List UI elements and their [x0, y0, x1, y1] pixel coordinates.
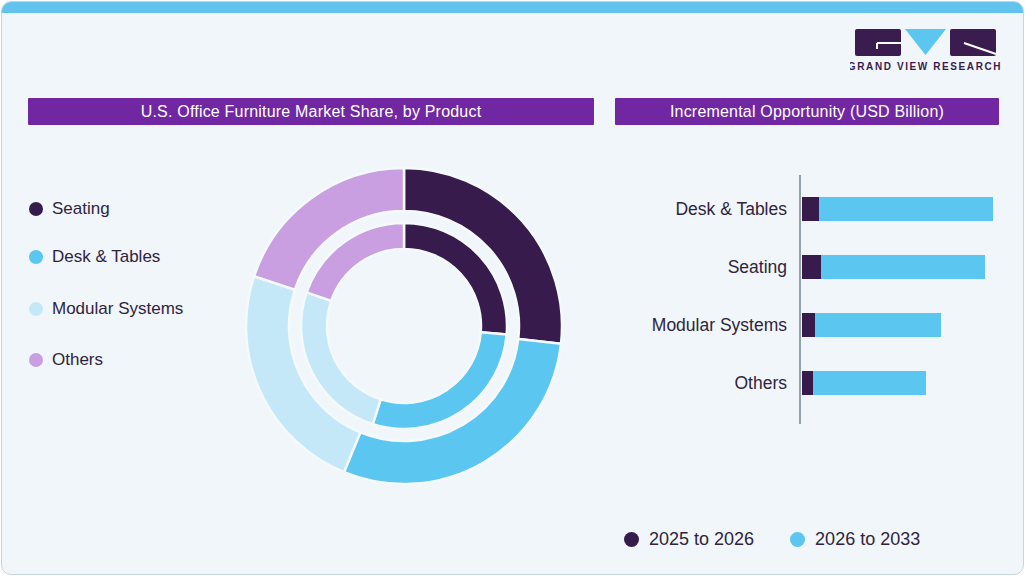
legend-swatch [29, 250, 43, 264]
legend-item-desk-tables: Desk & Tables [29, 245, 160, 269]
infographic-card: GRAND VIEW RESEARCH U.S. Office Furnitur… [1, 1, 1024, 575]
bar-legend-label: 2026 to 2033 [815, 529, 920, 550]
bar-segment-2026-to-2033 [821, 255, 985, 279]
legend-item-seating: Seating [29, 197, 110, 221]
legend-swatch [29, 202, 43, 216]
bar-category-label: Modular Systems [577, 313, 787, 337]
bar-row-seating [802, 255, 985, 279]
legend-swatch [29, 353, 43, 367]
bar-segment-2026-to-2033 [815, 313, 941, 337]
infographic-canvas: GRAND VIEW RESEARCH U.S. Office Furnitur… [0, 0, 1025, 577]
market-share-donut-chart [242, 164, 566, 488]
bar-row-modular-systems [802, 313, 941, 337]
bar-chart-axis-line [799, 175, 801, 424]
gvr-logo: GRAND VIEW RESEARCH [850, 24, 1002, 74]
right-chart-title: Incremental Opportunity (USD Billion) [670, 103, 944, 121]
bar-chart-legend: 2025 to 2026 2026 to 2033 [624, 529, 920, 550]
bar-segment-2025-to-2026 [802, 255, 821, 279]
bar-segment-2025-to-2026 [802, 313, 815, 337]
bar-category-label: Others [577, 371, 787, 395]
bar-category-label: Desk & Tables [577, 197, 787, 221]
bar-legend-item--to-: 2025 to 2026 [624, 529, 754, 550]
legend-item-label: Modular Systems [52, 299, 183, 319]
legend-item-others: Others [29, 348, 103, 372]
legend-item-modular-systems: Modular Systems [29, 297, 183, 321]
bar-legend-swatch [624, 532, 639, 547]
bar-category-label: Seating [577, 255, 787, 279]
bar-row-others [802, 371, 926, 395]
bar-legend-label: 2025 to 2026 [649, 529, 754, 550]
top-accent-strip [2, 2, 1023, 13]
bar-row-desk-tables [802, 197, 993, 221]
bar-segment-2025-to-2026 [802, 371, 813, 395]
legend-item-label: Seating [52, 199, 110, 219]
right-chart-title-bar: Incremental Opportunity (USD Billion) [615, 98, 999, 125]
legend-swatch [29, 302, 43, 316]
left-chart-title: U.S. Office Furniture Market Share, by P… [141, 103, 482, 121]
bar-segment-2026-to-2033 [813, 371, 926, 395]
logo-v-triangle [905, 29, 946, 55]
legend-item-label: Desk & Tables [52, 247, 160, 267]
donut-svg [242, 164, 566, 488]
bar-segment-2026-to-2033 [819, 197, 993, 221]
bar-segment-2025-to-2026 [802, 197, 819, 221]
bar-legend-item--to-: 2026 to 2033 [790, 529, 920, 550]
left-chart-title-bar: U.S. Office Furniture Market Share, by P… [28, 98, 594, 125]
bar-legend-swatch [790, 532, 805, 547]
legend-item-label: Others [52, 350, 103, 370]
logo-wordmark: GRAND VIEW RESEARCH [850, 61, 1002, 72]
